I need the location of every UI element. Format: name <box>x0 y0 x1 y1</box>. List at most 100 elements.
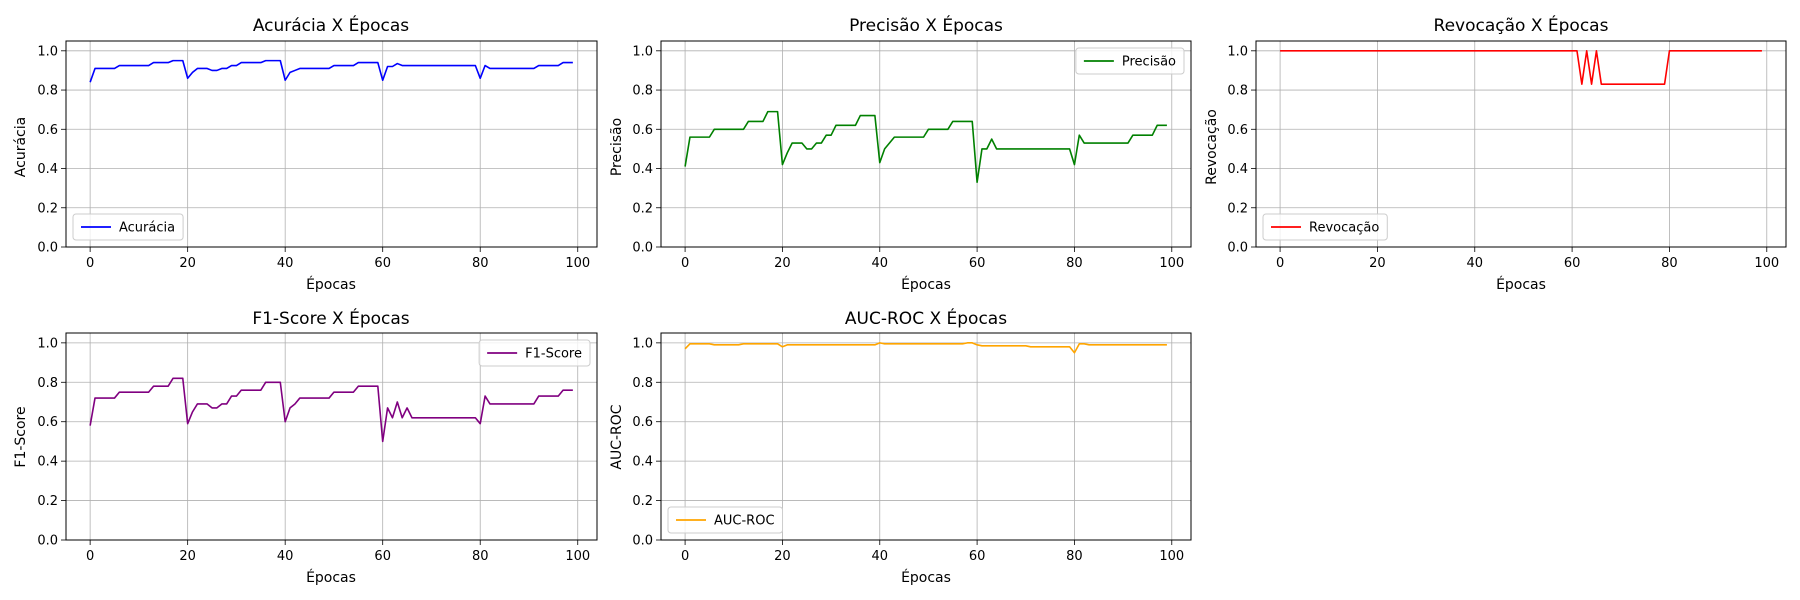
legend-box <box>72 213 184 241</box>
subplot-auc-roc: AUC-ROC X Épocas Épocas AUC-ROC 0 20 40 60 8… <box>609 307 1192 586</box>
x-tick-label: 100 <box>565 256 590 271</box>
x-tick-label: 20 <box>179 256 196 271</box>
x-tick-label: 20 <box>179 549 196 564</box>
x-tick-label: 20 <box>1369 256 1386 271</box>
y-tick-label: 0.0 <box>632 241 653 256</box>
x-tick-label: 60 <box>969 256 986 271</box>
x-tick-label: 100 <box>1159 256 1184 271</box>
x-tick-label: 40 <box>277 549 294 564</box>
series-line <box>89 59 573 83</box>
x-tick-label: 20 <box>774 256 791 271</box>
x-tick-label: 0 <box>681 256 689 271</box>
x-tick-label: 0 <box>681 549 689 564</box>
series-line <box>1280 50 1762 85</box>
y-axis-label: AUC-ROC <box>609 404 625 469</box>
y-tick-label: 1.0 <box>632 44 653 59</box>
y-tick-label: 0.4 <box>37 455 58 470</box>
x-tick-label: 40 <box>277 256 294 271</box>
x-axis-label: Épocas <box>901 276 951 293</box>
y-tick-label: 1.0 <box>1227 44 1248 59</box>
x-tick-label: 60 <box>969 549 986 564</box>
y-axis-label: Acurácia <box>13 117 29 177</box>
y-tick-label: 1.0 <box>632 336 653 351</box>
y-tick-label: 0.2 <box>37 201 58 216</box>
subplot-precision: Precisão X Épocas Épocas Precisão 0 20 40 6… <box>609 14 1192 293</box>
y-tick-label: 0.0 <box>37 241 58 256</box>
legend-label: F1-Score <box>525 347 582 362</box>
plot-area-accuracy: 0 20 40 60 80 100 0.0 0.2 0.4 0.6 0.8 1.0 Acurácia <box>37 40 598 271</box>
legend-label: Acurácia <box>119 221 175 236</box>
y-axis-label: Revocação <box>1204 109 1220 185</box>
legend-label: Revocação <box>1309 221 1379 236</box>
plot-area-recall: 0 20 40 60 80 100 0.0 0.2 0.4 0.6 0.8 1.0 Revocação <box>1227 40 1787 271</box>
legend-box <box>667 506 784 534</box>
x-tick-label: 80 <box>472 256 489 271</box>
legend-box <box>1075 47 1185 75</box>
x-tick-label: 0 <box>86 256 94 271</box>
x-tick-label: 100 <box>565 549 590 564</box>
x-tick-label: 20 <box>774 549 791 564</box>
y-tick-label: 1.0 <box>37 44 58 59</box>
y-axis-label: F1-Score <box>13 406 29 467</box>
legend: Precisão <box>1075 47 1185 75</box>
x-tick-label: 80 <box>1661 256 1678 271</box>
x-tick-label: 80 <box>1066 549 1083 564</box>
x-tick-label: 40 <box>871 256 888 271</box>
subplot-f1-score: F1-Score X Épocas Épocas F1-Score 0 20 40 6… <box>13 307 598 586</box>
y-tick-label: 0.2 <box>1227 201 1248 216</box>
y-tick-label: 0.2 <box>632 201 653 216</box>
axes-frame <box>65 40 598 248</box>
plot-area-auc-roc: 0 20 40 60 80 100 0.0 0.2 0.4 0.6 0.8 1.0 AUC-ROC <box>632 332 1192 564</box>
y-tick-label: 0.0 <box>37 534 58 549</box>
x-tick-label: 60 <box>1564 256 1581 271</box>
x-tick-label: 60 <box>374 256 391 271</box>
x-axis-label: Épocas <box>306 569 356 586</box>
x-tick-label: 60 <box>374 549 391 564</box>
y-tick-label: 0.8 <box>37 84 58 99</box>
x-tick-label: 40 <box>871 549 888 564</box>
y-tick-label: 0.6 <box>632 415 653 430</box>
x-axis-label: Épocas <box>1496 276 1546 293</box>
y-tick-label: 0.4 <box>37 162 58 177</box>
x-tick-label: 0 <box>86 549 94 564</box>
y-tick-label: 0.8 <box>632 376 653 391</box>
x-tick-label: 80 <box>472 549 489 564</box>
y-tick-label: 0.6 <box>1227 123 1248 138</box>
y-tick-label: 0.8 <box>1227 84 1248 99</box>
axes-frame <box>65 332 598 541</box>
legend-box <box>1262 213 1388 241</box>
chart-title: AUC-ROC X Épocas <box>845 307 1007 329</box>
chart-title: F1-Score X Épocas <box>252 307 409 329</box>
axes-frame <box>660 332 1192 541</box>
axes-frame <box>660 40 1192 248</box>
series-line <box>684 342 1167 354</box>
y-tick-label: 0.0 <box>632 534 653 549</box>
y-tick-label: 0.4 <box>632 455 653 470</box>
legend-label: Precisão <box>1122 55 1176 70</box>
axes-frame <box>1255 40 1787 248</box>
series-line <box>89 377 573 443</box>
y-tick-label: 1.0 <box>37 336 58 351</box>
subplot-accuracy: Acurácia X Épocas Épocas Acurácia 0 20 40 6… <box>13 14 598 293</box>
x-tick-label: 40 <box>1466 256 1483 271</box>
x-axis-label: Épocas <box>901 569 951 586</box>
legend: F1-Score <box>478 339 591 367</box>
y-tick-label: 0.6 <box>37 415 58 430</box>
y-tick-label: 0.6 <box>632 123 653 138</box>
legend: Acurácia <box>72 213 184 241</box>
legend: AUC-ROC <box>667 506 784 534</box>
x-tick-label: 100 <box>1159 549 1184 564</box>
x-tick-label: 0 <box>1276 256 1284 271</box>
y-tick-label: 0.4 <box>632 162 653 177</box>
x-tick-label: 100 <box>1754 256 1779 271</box>
chart-title: Revocação X Épocas <box>1434 14 1609 36</box>
y-tick-label: 0.8 <box>632 84 653 99</box>
y-tick-label: 0.0 <box>1227 241 1248 256</box>
subplot-recall: Revocação X Épocas Épocas Revocação 0 20 4… <box>1204 14 1787 293</box>
y-axis-label: Precisão <box>609 118 625 176</box>
chart-title: Precisão X Épocas <box>849 14 1003 36</box>
x-axis-label: Épocas <box>306 276 356 293</box>
y-tick-label: 0.4 <box>1227 162 1248 177</box>
series-line <box>684 110 1167 184</box>
